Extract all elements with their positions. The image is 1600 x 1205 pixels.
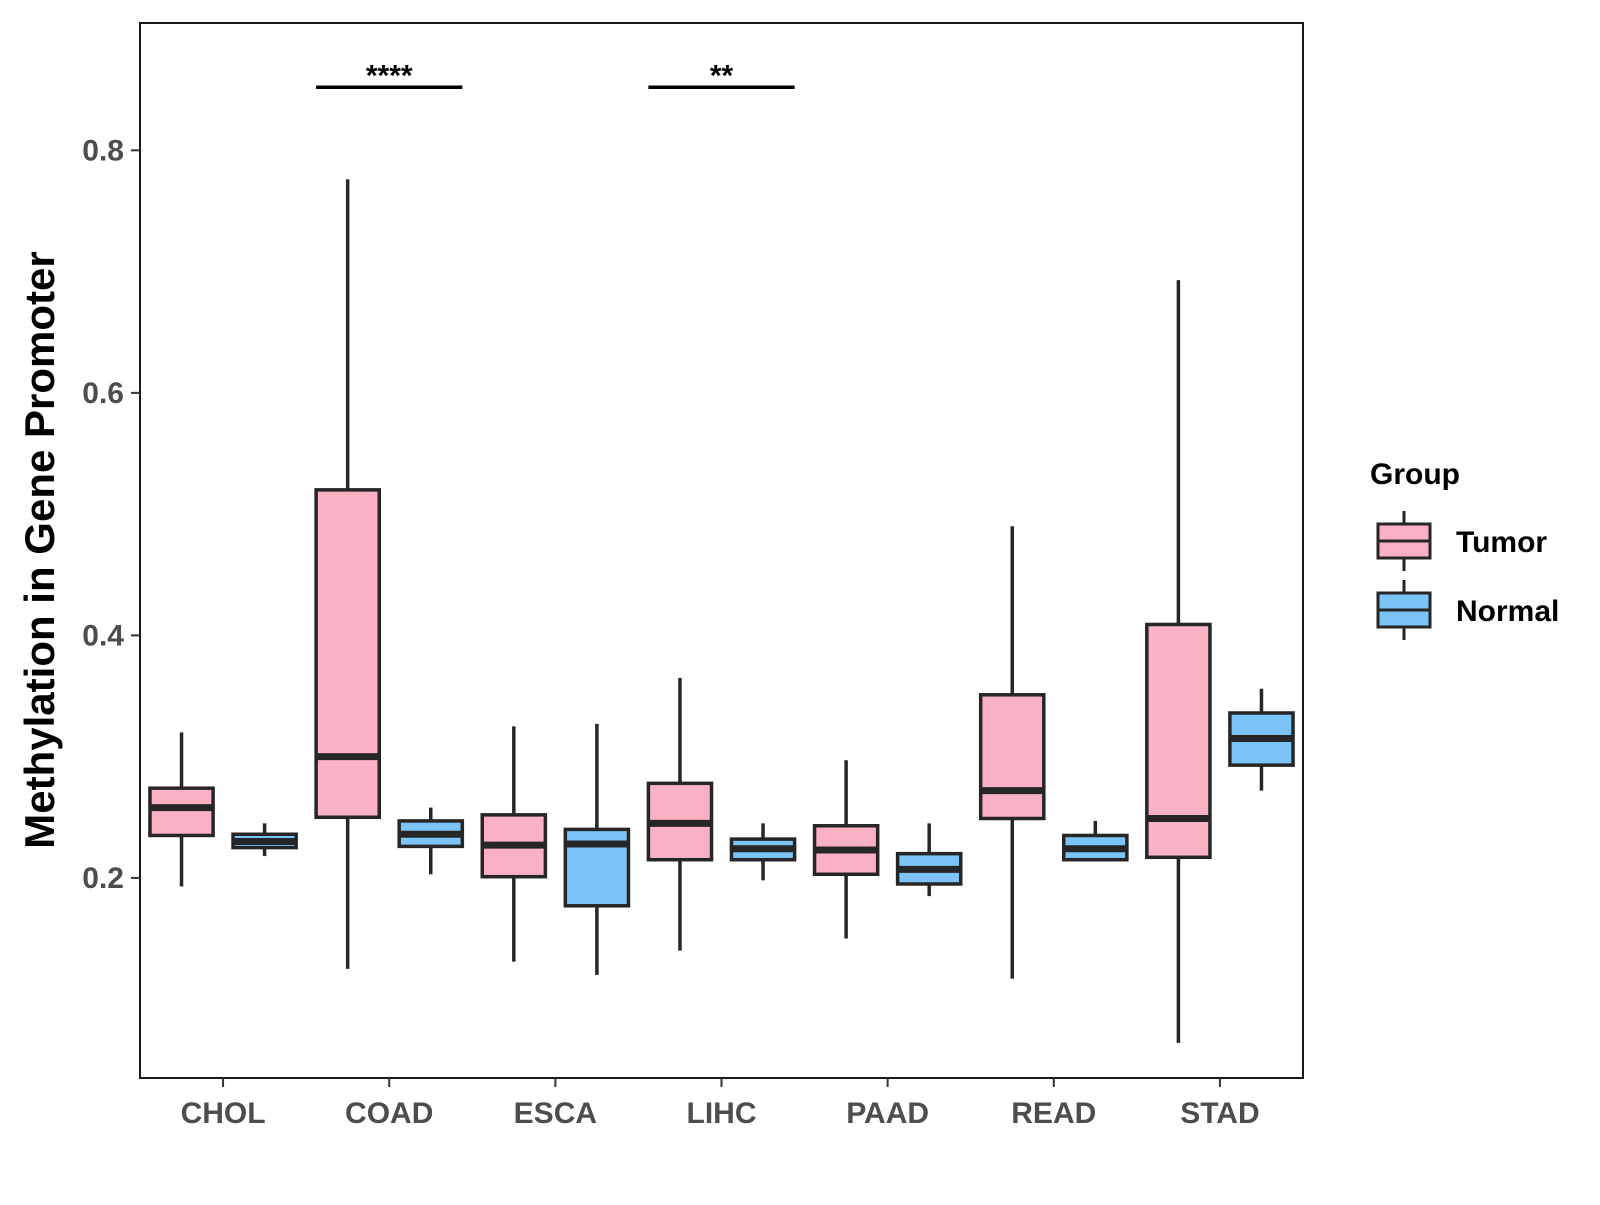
- y-axis-title: Methylation in Gene Promoter: [16, 251, 63, 848]
- box-tumor-paad: [812, 760, 880, 939]
- box-iqr: [314, 488, 381, 820]
- significance-label: ****: [366, 59, 413, 92]
- box-tumor-coad: [314, 179, 381, 969]
- y-tick-label: 0.6: [82, 377, 124, 410]
- significance-layer: **** **: [316, 59, 795, 92]
- legend-title: Group: [1370, 458, 1460, 491]
- box-iqr: [1145, 622, 1212, 860]
- box-normal-chol: [231, 823, 298, 857]
- x-tick-label: COAD: [345, 1097, 433, 1130]
- x-tick-label: LIHC: [687, 1097, 757, 1130]
- y-tick-label: 0.4: [82, 619, 124, 652]
- significance-label: **: [710, 59, 734, 92]
- x-tick-label: CHOL: [181, 1097, 266, 1130]
- box-layer: [148, 179, 1295, 1043]
- box-normal-esca: [563, 723, 631, 975]
- legend: Group Tumor Normal: [1370, 458, 1559, 640]
- legend-label: Tumor: [1456, 526, 1547, 559]
- x-tick-label: READ: [1011, 1097, 1096, 1130]
- x-tick-label: ESCA: [514, 1097, 597, 1130]
- box-tumor-esca: [480, 726, 548, 962]
- x-axis: CHOL COAD ESCA LIHC PAAD READ STAD: [181, 1078, 1260, 1130]
- box-normal-read: [1062, 820, 1129, 862]
- box-tumor-read: [978, 526, 1046, 979]
- box-normal-paad: [895, 823, 963, 897]
- box-normal-lihc: [729, 823, 797, 881]
- legend-item-tumor: Tumor: [1376, 511, 1547, 571]
- box-normal-coad: [397, 807, 465, 875]
- y-tick-label: 0.8: [82, 134, 124, 167]
- x-tick-label: STAD: [1180, 1097, 1259, 1130]
- y-tick-label: 0.2: [82, 862, 124, 895]
- box-tumor-lihc: [646, 677, 714, 951]
- box-normal-stad: [1228, 688, 1295, 791]
- box-iqr: [148, 786, 215, 838]
- y-axis: 0.2 0.4 0.6 0.8: [82, 134, 140, 895]
- box-tumor-stad: [1145, 280, 1212, 1043]
- x-tick-label: PAAD: [846, 1097, 929, 1130]
- legend-label: Normal: [1456, 595, 1559, 628]
- box-tumor-chol: [148, 732, 215, 887]
- legend-item-normal: Normal: [1376, 580, 1559, 640]
- box-iqr: [978, 693, 1046, 821]
